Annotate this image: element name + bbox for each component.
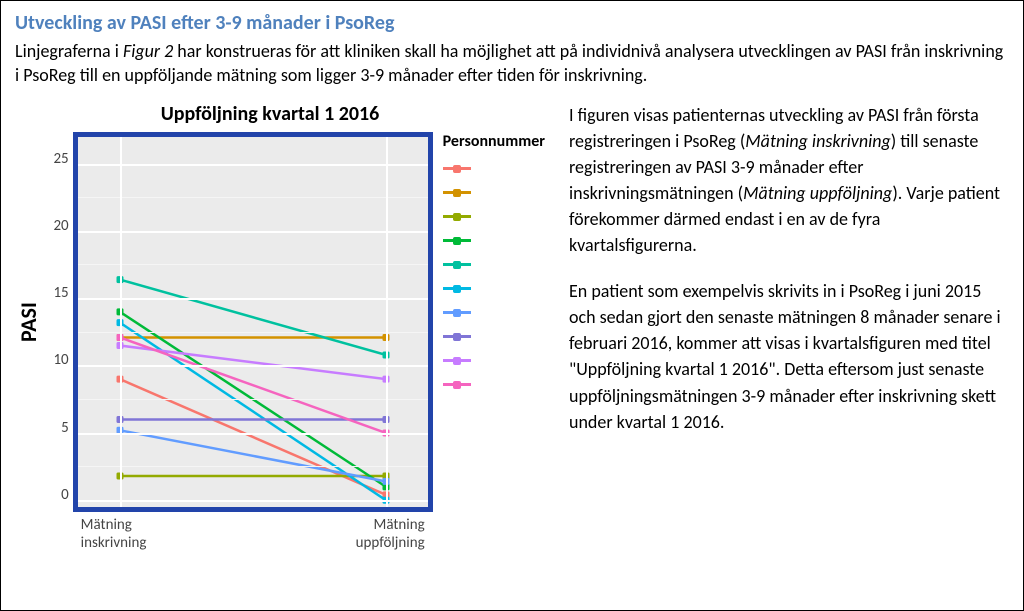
y-tick-label: 5: [61, 419, 69, 437]
legend-items: [443, 157, 545, 397]
gridline-minor: [78, 332, 428, 333]
intro-paragraph: Linjegraferna i Figur 2 har konstrueras …: [15, 39, 1009, 88]
y-tick-label: 0: [61, 486, 69, 504]
legend-item: [443, 325, 545, 349]
chart-plot-row: PASI 0 5 10 15 20 25 Mätning inskrivningMätni…: [15, 132, 545, 552]
chart-column: Uppföljning kvartal 1 2016 PASI 0 5 10 15 20…: [15, 102, 545, 552]
chart-lines-svg: [78, 137, 428, 507]
gridline-major: [78, 500, 428, 502]
legend-item: [443, 373, 545, 397]
x-tick-label: Mätning inskrivning: [73, 516, 253, 552]
legend-item: [443, 301, 545, 325]
gridline-major: [78, 298, 428, 300]
y-tick-label: 15: [53, 284, 68, 302]
chart-title: Uppföljning kvartal 1 2016: [70, 102, 470, 126]
y-tick-label: 25: [53, 150, 68, 168]
y-tick-label: 10: [53, 351, 68, 369]
paragraph-1: I figuren visas patienternas utveckling …: [569, 102, 1009, 259]
gridline-vertical: [386, 137, 388, 507]
series-line: [120, 279, 386, 354]
chart-legend: Personnummer: [443, 132, 545, 397]
legend-item: [443, 349, 545, 373]
gridline-minor: [78, 197, 428, 198]
legend-item: [443, 157, 545, 181]
y-axis-label: PASI: [15, 132, 42, 512]
gridline-minor: [78, 399, 428, 400]
legend-title: Personnummer: [443, 132, 545, 151]
gridline-major: [78, 231, 428, 233]
paragraph-2: En patient som exempelvis skrivits in i …: [569, 278, 1009, 435]
chart-wrapper: Uppföljning kvartal 1 2016 PASI 0 5 10 15 20…: [15, 102, 545, 552]
y-axis-ticks: 0 5 10 15 20 25: [50, 132, 73, 502]
gridline-major: [78, 433, 428, 435]
x-tick-label: Mätning uppföljning: [253, 516, 433, 552]
legend-item: [443, 205, 545, 229]
x-axis-ticks: Mätning inskrivningMätning uppföljning: [73, 516, 433, 552]
gridline-minor: [78, 466, 428, 467]
legend-item: [443, 181, 545, 205]
y-tick-label: 20: [53, 217, 68, 235]
text-column: I figuren visas patienternas utveckling …: [569, 102, 1009, 552]
plot-area: [73, 132, 433, 512]
page-container: Utveckling av PASI efter 3-9 månader i P…: [0, 0, 1024, 611]
legend-item: [443, 229, 545, 253]
gridline-major: [78, 365, 428, 367]
legend-item: [443, 253, 545, 277]
section-heading: Utveckling av PASI efter 3-9 månader i P…: [15, 11, 1009, 35]
legend-item: [443, 277, 545, 301]
two-column-layout: Uppföljning kvartal 1 2016 PASI 0 5 10 15 20…: [15, 102, 1009, 552]
gridline-vertical: [120, 137, 122, 507]
gridline-minor: [78, 264, 428, 265]
gridline-major: [78, 164, 428, 166]
